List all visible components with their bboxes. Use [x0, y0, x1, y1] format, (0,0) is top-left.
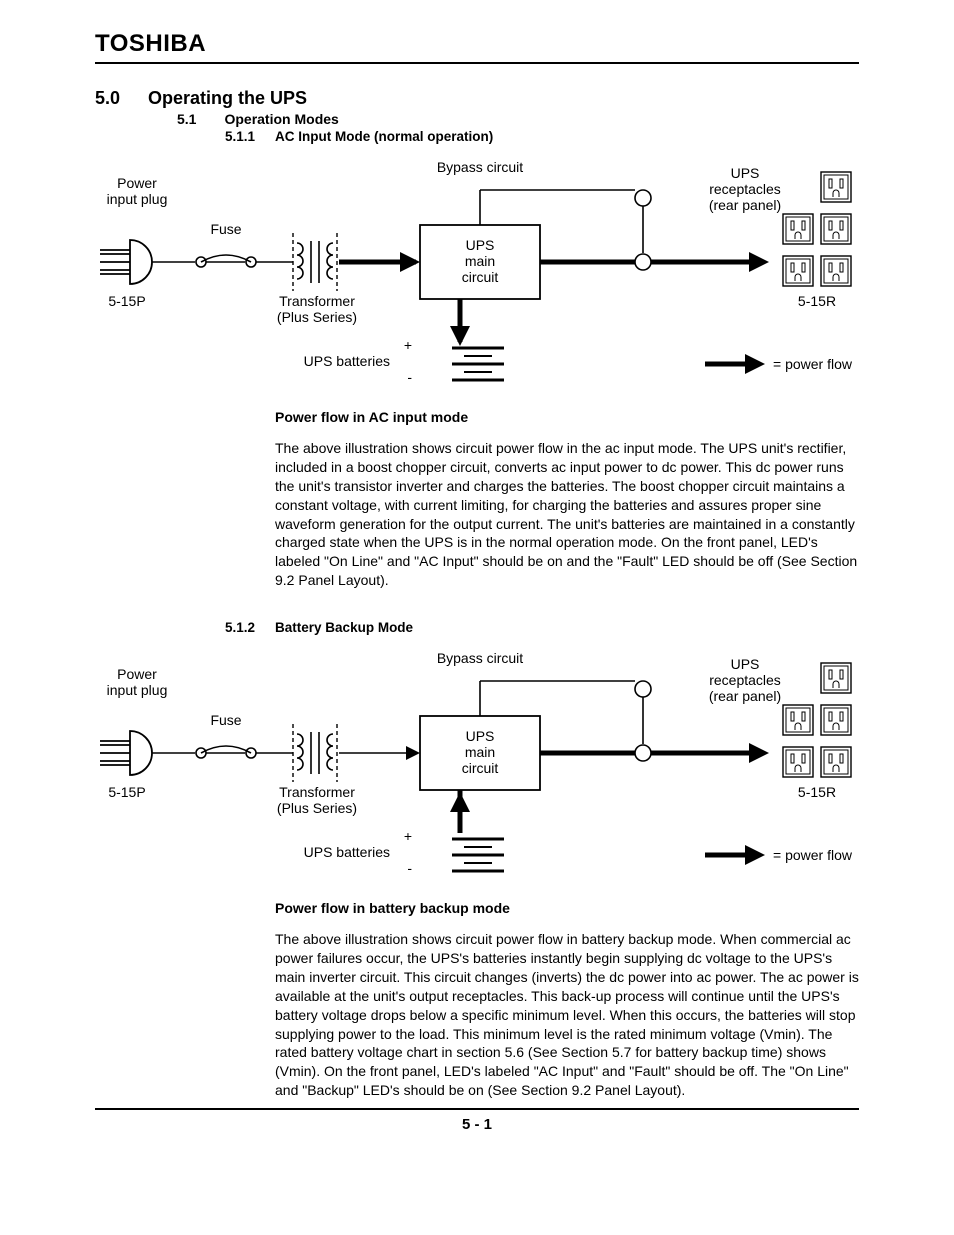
svg-text:UPS: UPS — [466, 237, 495, 253]
svg-text:receptacles: receptacles — [709, 181, 781, 197]
svg-text:Fuse: Fuse — [210, 221, 241, 237]
h3b-text: Battery Backup Mode — [275, 620, 413, 635]
paragraph-batt: The above illustration shows circuit pow… — [275, 930, 859, 1100]
svg-text:Power: Power — [117, 175, 157, 191]
h1-text: Operating the UPS — [148, 88, 307, 109]
brand-title: TOSHIBA — [95, 30, 859, 58]
svg-text:UPS: UPS — [731, 656, 760, 672]
rule-bottom — [95, 1108, 859, 1110]
svg-text:-: - — [407, 369, 412, 385]
paragraph-ac: The above illustration shows circuit pow… — [275, 439, 859, 590]
svg-text:UPS batteries: UPS batteries — [304, 844, 390, 860]
svg-text:main: main — [465, 253, 495, 269]
svg-text:Transformer: Transformer — [279, 784, 355, 800]
caption-batt: Power flow in battery backup mode — [275, 900, 859, 916]
svg-text:circuit: circuit — [462, 269, 499, 285]
h1-number: 5.0 — [95, 88, 120, 109]
svg-text:receptacles: receptacles — [709, 672, 781, 688]
svg-text:5-15R: 5-15R — [798, 784, 836, 800]
svg-text:5-15P: 5-15P — [108, 293, 145, 309]
h3a-text: AC Input Mode (normal operation) — [275, 129, 493, 144]
h3b-number: 5.1.2 — [225, 620, 255, 635]
h2-number: 5.1 — [177, 111, 196, 127]
diagram-ac-input: Bypass circuit Powerinput plug5-15PFuse … — [95, 152, 859, 397]
svg-text:+: + — [404, 828, 412, 844]
h3a-number: 5.1.1 — [225, 129, 255, 144]
svg-text:input plug: input plug — [107, 191, 168, 207]
svg-text:+: + — [404, 337, 412, 353]
svg-text:(rear panel): (rear panel) — [709, 688, 781, 704]
caption-ac: Power flow in AC input mode — [275, 409, 859, 425]
svg-text:UPS batteries: UPS batteries — [304, 353, 390, 369]
svg-text:Transformer: Transformer — [279, 293, 355, 309]
svg-text:5-15R: 5-15R — [798, 293, 836, 309]
svg-text:= power flow: = power flow — [773, 356, 853, 372]
svg-text:UPS: UPS — [466, 728, 495, 744]
diagram-battery-backup: Bypass circuit Powerinput plug5-15PFuse … — [95, 643, 859, 888]
svg-text:UPS: UPS — [731, 165, 760, 181]
svg-text:= power flow: = power flow — [773, 847, 853, 863]
rule-top — [95, 62, 859, 64]
svg-text:circuit: circuit — [462, 760, 499, 776]
svg-text:(Plus Series): (Plus Series) — [277, 800, 357, 816]
svg-text:(rear panel): (rear panel) — [709, 197, 781, 213]
svg-text:Bypass circuit: Bypass circuit — [437, 159, 523, 175]
svg-text:Fuse: Fuse — [210, 712, 241, 728]
h2-text: Operation Modes — [224, 111, 338, 127]
svg-text:Bypass circuit: Bypass circuit — [437, 650, 523, 666]
svg-text:input plug: input plug — [107, 682, 168, 698]
svg-text:-: - — [407, 860, 412, 876]
svg-text:5-15P: 5-15P — [108, 784, 145, 800]
svg-text:(Plus Series): (Plus Series) — [277, 309, 357, 325]
svg-text:main: main — [465, 744, 495, 760]
page-footer: 5 - 1 — [95, 1116, 859, 1133]
svg-text:Power: Power — [117, 666, 157, 682]
